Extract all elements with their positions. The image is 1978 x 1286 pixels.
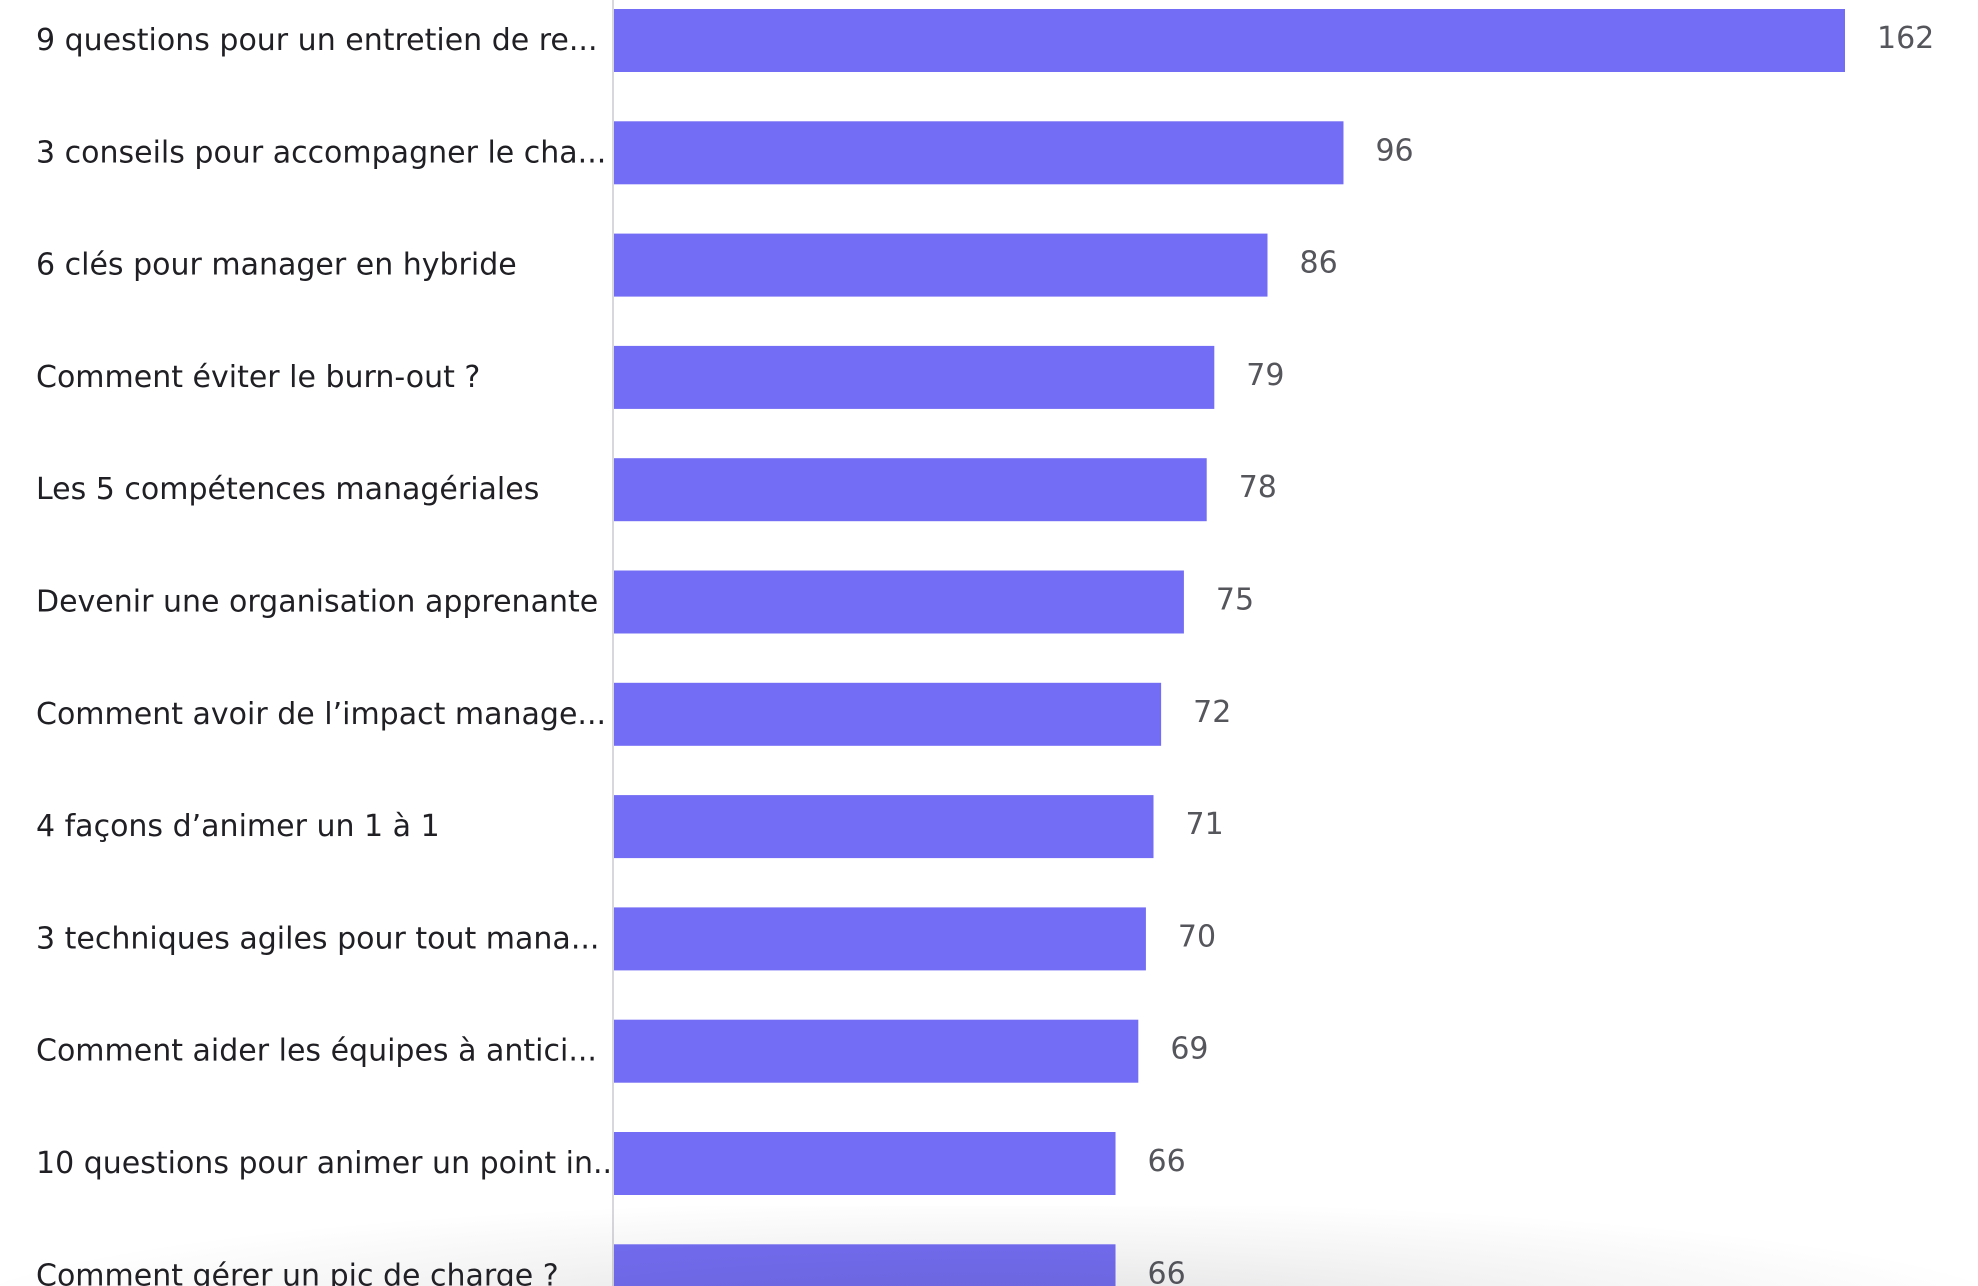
value-label: 78: [1239, 470, 1277, 505]
bar[interactable]: [614, 795, 1154, 859]
bar[interactable]: [614, 1244, 1116, 1286]
value-label: 70: [1178, 919, 1216, 954]
category-label: Les 5 compétences managériales: [36, 472, 539, 507]
value-label: 86: [1299, 246, 1337, 281]
bar[interactable]: [614, 682, 1162, 746]
bar[interactable]: [614, 9, 1845, 72]
value-label: 71: [1186, 807, 1224, 842]
category-label: 6 clés pour manager en hybride: [36, 248, 517, 283]
value-label: 66: [1148, 1256, 1186, 1286]
category-label: 3 techniques agiles pour tout mana...: [36, 921, 599, 956]
category-label: Comment aider les équipes à antici...: [36, 1034, 597, 1069]
value-label: 69: [1170, 1032, 1208, 1067]
value-label: 96: [1375, 133, 1413, 168]
category-label: Comment éviter le burn-out ?: [36, 360, 480, 395]
bar[interactable]: [614, 121, 1344, 185]
value-label: 72: [1193, 695, 1231, 730]
category-label: 3 conseils pour accompagner le cha...: [36, 135, 606, 170]
bar[interactable]: [614, 570, 1184, 634]
category-label: Comment avoir de l’impact manage...: [36, 697, 606, 732]
bar[interactable]: [614, 458, 1207, 522]
bar[interactable]: [614, 233, 1268, 297]
bar[interactable]: [614, 345, 1215, 409]
bar[interactable]: [614, 907, 1146, 971]
bar[interactable]: [614, 1019, 1139, 1083]
value-label: 66: [1148, 1144, 1186, 1179]
category-label: Comment gérer un pic de charge ?: [36, 1258, 559, 1286]
bar[interactable]: [614, 1132, 1116, 1195]
category-label: Devenir une organisation apprenante: [36, 585, 598, 620]
bar-rows: 9 questions pour un entretien de re... 16…: [36, 9, 1934, 1286]
category-label: 9 questions pour un entretien de re...: [36, 23, 598, 58]
value-label: 162: [1877, 21, 1934, 56]
category-label: 10 questions pour animer un point in...: [36, 1146, 622, 1181]
category-label: 4 façons d’animer un 1 à 1: [36, 809, 440, 844]
value-label: 79: [1246, 358, 1284, 393]
value-label: 75: [1216, 583, 1254, 618]
